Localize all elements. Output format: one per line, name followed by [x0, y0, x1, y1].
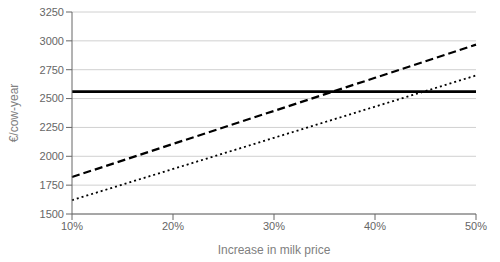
svg-text:50%: 50%: [465, 220, 487, 232]
svg-text:10%: 10%: [61, 220, 83, 232]
svg-text:€/cow-year: €/cow-year: [8, 84, 21, 143]
svg-text:3250: 3250: [40, 6, 64, 18]
svg-text:2750: 2750: [40, 64, 64, 76]
svg-text:30%: 30%: [263, 220, 285, 232]
svg-text:3000: 3000: [40, 35, 64, 47]
svg-text:Increase in milk price: Increase in milk price: [218, 243, 331, 257]
svg-text:1500: 1500: [40, 208, 64, 220]
svg-text:40%: 40%: [364, 220, 386, 232]
svg-text:2250: 2250: [40, 121, 64, 133]
svg-text:2000: 2000: [40, 150, 64, 162]
svg-text:20%: 20%: [162, 220, 184, 232]
svg-text:1750: 1750: [40, 179, 64, 191]
svg-text:2500: 2500: [40, 92, 64, 104]
